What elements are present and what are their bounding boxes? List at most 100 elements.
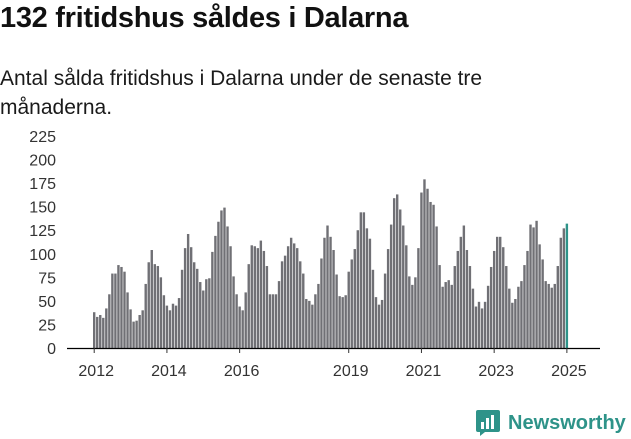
- bar: [411, 284, 414, 348]
- bar: [250, 245, 253, 348]
- bar: [277, 281, 281, 348]
- bar: [386, 249, 390, 348]
- x-tick-label: 2014: [151, 363, 187, 380]
- bar: [511, 302, 514, 348]
- bar: [368, 238, 372, 348]
- bar: [429, 201, 432, 348]
- bar: [383, 273, 387, 348]
- bar: [480, 308, 484, 348]
- bar: [508, 288, 511, 348]
- bar: [344, 295, 347, 348]
- bar: [192, 262, 196, 348]
- bar: [399, 209, 402, 348]
- bar: [453, 266, 456, 348]
- bar: [253, 246, 256, 348]
- bar: [492, 250, 496, 348]
- bar: [108, 294, 111, 348]
- bar: [435, 226, 438, 348]
- bar: [520, 281, 523, 348]
- bar: [335, 274, 338, 348]
- bar: [259, 240, 263, 348]
- bar: [283, 255, 287, 348]
- bar: [129, 309, 132, 348]
- bar: [556, 266, 559, 348]
- bar: [477, 301, 481, 348]
- bar: [168, 310, 172, 348]
- bar: [229, 246, 232, 348]
- y-tick-label: 200: [29, 153, 56, 170]
- brand-logo: Newsworthy: [475, 408, 626, 438]
- bar: [156, 266, 160, 348]
- bar: [292, 243, 296, 348]
- bar: [338, 296, 341, 348]
- bar: [438, 265, 441, 348]
- y-tick-label: 175: [29, 176, 56, 193]
- bar: [202, 290, 205, 348]
- bar: [183, 248, 187, 348]
- bar: [165, 305, 169, 348]
- bar: [374, 297, 378, 348]
- bar: [308, 300, 311, 348]
- bar: [186, 233, 190, 348]
- bar: [99, 315, 102, 348]
- bar: [220, 210, 223, 348]
- bar: [420, 192, 423, 348]
- bar: [123, 271, 126, 348]
- bar: [196, 268, 199, 348]
- bar: [238, 306, 241, 348]
- bar: [347, 271, 350, 348]
- x-tick-label: 2019: [333, 363, 369, 380]
- y-tick-label: 125: [29, 223, 56, 240]
- bar: [432, 204, 435, 348]
- bar: [177, 298, 181, 348]
- bar: [377, 304, 381, 348]
- bar: [311, 304, 314, 348]
- bar: [268, 294, 272, 348]
- bar: [562, 228, 566, 348]
- bar: [280, 261, 284, 348]
- bar: [114, 273, 117, 348]
- x-tick-label: 2021: [406, 363, 442, 380]
- y-tick-label: 0: [47, 341, 56, 358]
- bar: [189, 247, 193, 348]
- bar: [499, 236, 502, 348]
- bar: [93, 312, 96, 348]
- bar: [217, 221, 220, 348]
- bar: [289, 237, 293, 348]
- bar: [359, 212, 363, 348]
- bar: [296, 248, 299, 348]
- bar: [105, 308, 108, 348]
- bar: [329, 236, 332, 348]
- bar: [471, 288, 475, 348]
- bar: [317, 283, 320, 348]
- bar: [265, 266, 269, 348]
- bar: [350, 259, 353, 348]
- bar: [462, 225, 466, 348]
- bar: [474, 306, 478, 348]
- bar: [117, 265, 120, 348]
- bar: [271, 294, 275, 348]
- bar: [365, 228, 369, 348]
- bar: [174, 305, 178, 348]
- bar: [535, 220, 538, 348]
- bar: [486, 285, 490, 348]
- bar: [532, 227, 535, 348]
- bar: [305, 299, 308, 348]
- bar: [244, 292, 247, 348]
- bar: [405, 245, 408, 348]
- bar: [538, 244, 541, 348]
- bar: [302, 273, 305, 348]
- bar: [205, 279, 208, 348]
- bar: [547, 283, 550, 348]
- y-tick-label: 25: [38, 317, 56, 334]
- chart-subtitle: Antal sålda fritidshus i Dalarna under d…: [0, 67, 483, 119]
- bar: [444, 282, 447, 348]
- bar: [144, 283, 147, 348]
- bar: [489, 266, 493, 348]
- x-tick-label: 2023: [478, 363, 514, 380]
- bar: [517, 286, 520, 348]
- y-tick-label: 100: [29, 247, 56, 264]
- bar: [199, 282, 202, 348]
- newsworthy-logo-icon: [476, 410, 500, 436]
- bar: [495, 236, 499, 348]
